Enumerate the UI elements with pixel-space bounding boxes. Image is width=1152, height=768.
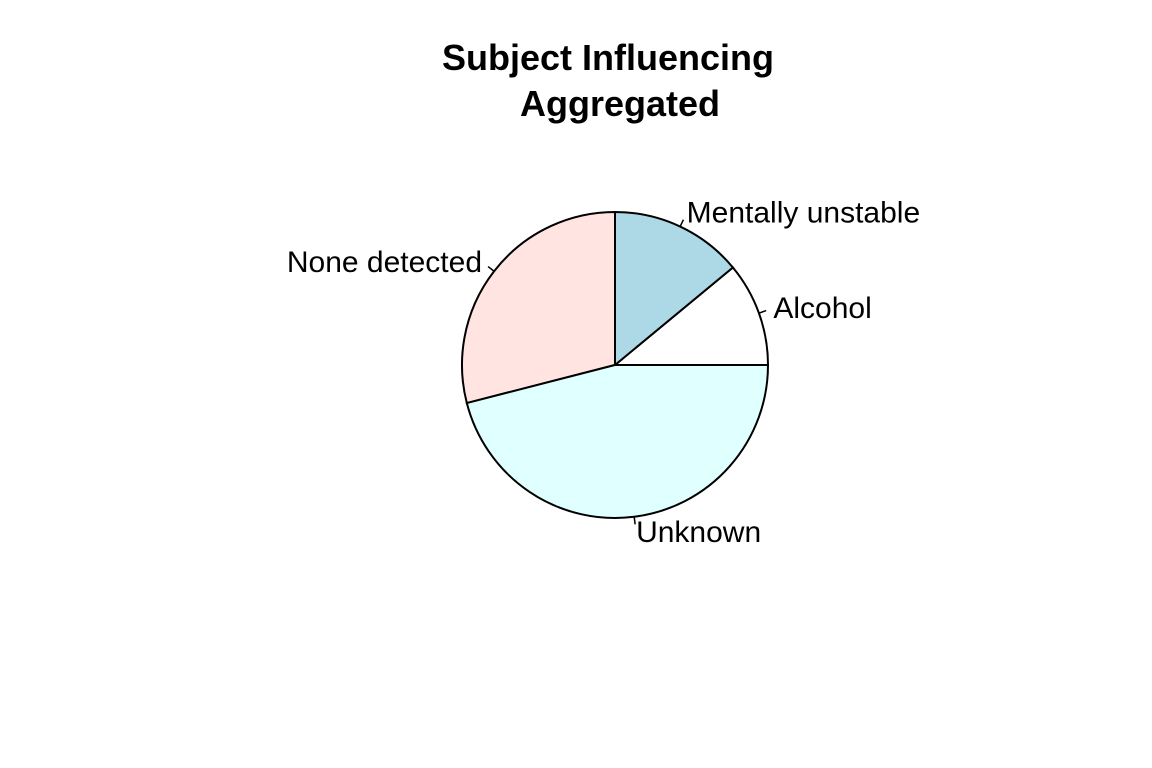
pie-label-mentally-unstable: Mentally unstable xyxy=(687,197,920,230)
pie-slice-unknown xyxy=(465,364,770,519)
pie-labels: Alcohol Mentally unstable None detected Unk… xyxy=(287,197,920,549)
pie-tick-none-detected xyxy=(487,265,495,272)
pie-tick-mentally-unstable xyxy=(679,219,685,227)
pie-label-none-detected: None detected xyxy=(287,246,482,279)
pie-tick-unknown xyxy=(633,516,636,525)
chart-title-line-2: Aggregated xyxy=(520,83,720,124)
pie-slice-alcohol xyxy=(612,266,770,366)
chart-title-line-1: Subject Influencing xyxy=(442,37,774,78)
pie-label-alcohol: Alcohol xyxy=(773,292,871,325)
pie-slices xyxy=(461,210,770,519)
pie-slice-none-detected xyxy=(461,210,616,405)
pie-tick-alcohol xyxy=(758,309,767,314)
pie-label-unknown: Unknown xyxy=(636,516,761,549)
